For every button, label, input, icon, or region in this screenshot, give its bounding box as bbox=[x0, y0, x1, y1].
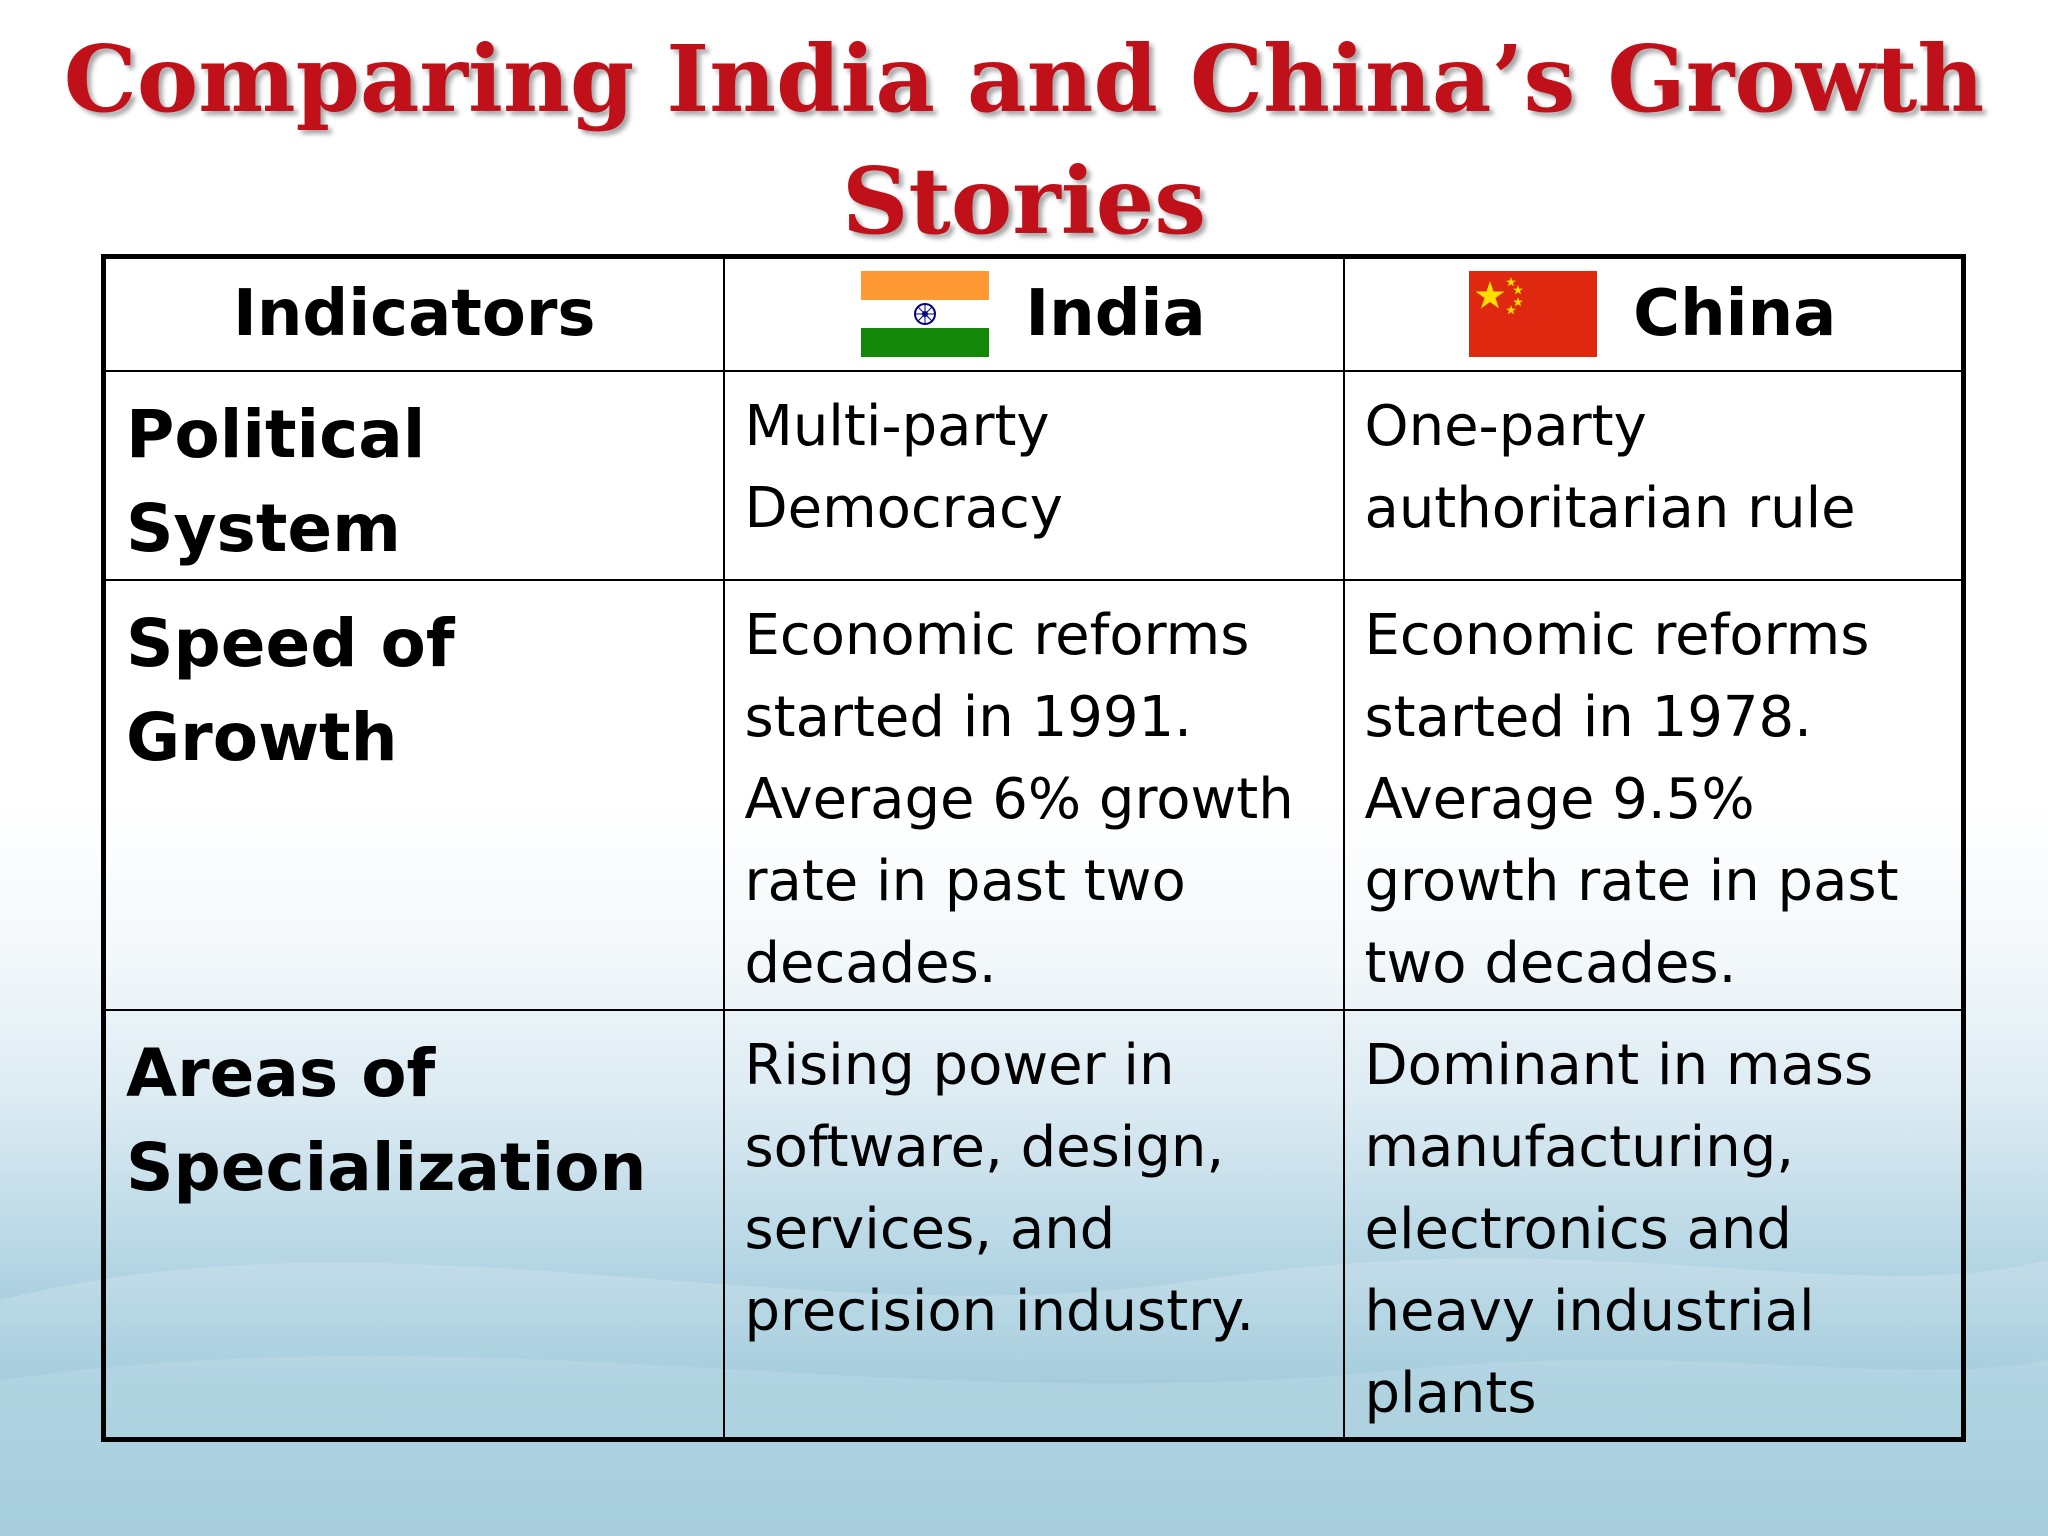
header-china-label: China bbox=[1633, 277, 1837, 352]
slide-title: Comparing India and China’s Growth Stori… bbox=[63, 25, 1985, 255]
india-cell: Multi-party Democracy bbox=[722, 369, 1345, 581]
header-indicators-label: Indicators bbox=[233, 277, 596, 352]
india-political-system: Multi-party Democracy bbox=[744, 393, 1063, 541]
china-cell: Dominant in mass manufacturing, electron… bbox=[1342, 1008, 1965, 1441]
header-china-cell: China bbox=[1342, 255, 1965, 372]
india-cell: Rising power in software, design, servic… bbox=[722, 1008, 1345, 1441]
china-flag-icon bbox=[1469, 271, 1598, 358]
indicator-speed-of-growth: Speed of Growth bbox=[126, 604, 455, 776]
india-speed-of-growth: Economic reforms started in 1991. Averag… bbox=[744, 602, 1294, 996]
indicator-areas-of-specialization: Areas of Specialization bbox=[126, 1034, 647, 1206]
header-indicators-cell: Indicators bbox=[102, 255, 725, 372]
china-cell: Economic reforms started in 1978. Averag… bbox=[1342, 578, 1965, 1011]
indicator-cell: Areas of Specialization bbox=[102, 1008, 725, 1441]
indicator-political-system: Political System bbox=[126, 395, 426, 567]
header-india-cell: India bbox=[722, 255, 1345, 372]
table-header-row: Indicators India bbox=[102, 255, 1965, 372]
china-cell: One-party authoritarian rule bbox=[1342, 369, 1965, 581]
china-speed-of-growth: Economic reforms started in 1978. Averag… bbox=[1364, 602, 1899, 996]
india-areas-of-specialization: Rising power in software, design, servic… bbox=[744, 1032, 1255, 1344]
table-row: Political System Multi-party Democracy O… bbox=[102, 369, 1965, 581]
china-areas-of-specialization: Dominant in mass manufacturing, electron… bbox=[1364, 1032, 1874, 1426]
table-row: Speed of Growth Economic reforms started… bbox=[102, 578, 1965, 1011]
indicator-cell: Political System bbox=[102, 369, 725, 581]
india-flag-icon bbox=[861, 271, 990, 358]
header-india-label: India bbox=[1025, 277, 1206, 352]
india-cell: Economic reforms started in 1991. Averag… bbox=[722, 578, 1345, 1011]
comparison-table: Indicators India bbox=[101, 254, 1966, 1442]
table-row: Areas of Specialization Rising power in … bbox=[102, 1008, 1965, 1441]
china-political-system: One-party authoritarian rule bbox=[1364, 393, 1856, 541]
indicator-cell: Speed of Growth bbox=[102, 578, 725, 1011]
